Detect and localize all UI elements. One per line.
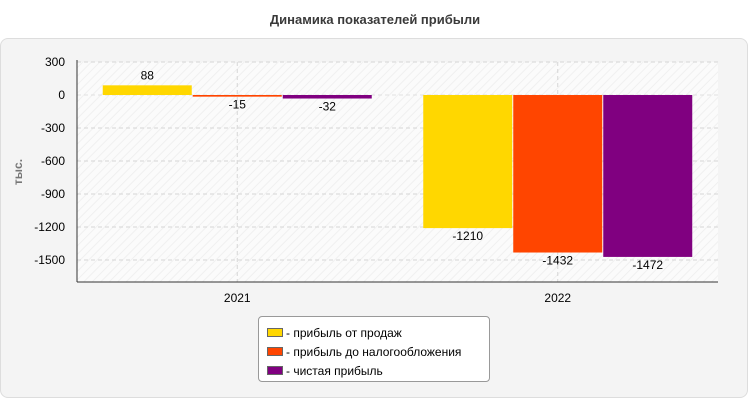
x-tick-label: 2022 — [544, 291, 571, 305]
legend-label: - прибыль от продаж — [286, 325, 402, 340]
legend-label: - прибыль до налогообложения — [286, 344, 462, 359]
legend-item: - прибыль от продаж — [267, 323, 489, 342]
legend-swatch — [267, 328, 283, 337]
y-tick-label: 300 — [45, 55, 65, 69]
chart-title: Динамика показателей прибыли — [269, 12, 481, 27]
bar — [423, 95, 513, 229]
bar — [513, 95, 603, 253]
data-label: -1432 — [542, 254, 573, 268]
data-label: -32 — [319, 100, 337, 114]
y-tick-label: -600 — [41, 154, 65, 168]
data-label: -15 — [229, 98, 247, 112]
y-tick-label: -300 — [41, 121, 65, 135]
bar — [603, 95, 693, 257]
x-tick-label: 2021 — [224, 291, 251, 305]
data-label: -1472 — [632, 258, 663, 272]
bar — [282, 95, 372, 99]
data-label: -1210 — [452, 229, 483, 243]
legend-item: - прибыль до налогообложения — [267, 342, 489, 361]
axes — [76, 60, 718, 283]
legend-swatch — [267, 347, 283, 356]
data-label: 88 — [141, 68, 155, 82]
labels: 300 0 -300 -600 -900 -1200 -1500 2021 88 -15 -32 20… — [11, 55, 663, 305]
bar — [192, 95, 282, 97]
y-axis-title: тыс. — [11, 159, 25, 185]
y-tick-label: -900 — [41, 187, 65, 201]
legend-label: - чистая прибыль — [286, 363, 383, 378]
legend-item: - чистая прибыль — [267, 361, 489, 380]
legend: - прибыль от продаж - прибыль до налогоо… — [258, 316, 490, 382]
y-tick-label: -1200 — [34, 220, 65, 234]
legend-swatch — [267, 366, 283, 375]
y-tick-label: 0 — [58, 88, 65, 102]
y-tick-label: -1500 — [34, 253, 65, 267]
bars — [102, 85, 693, 257]
bar — [102, 85, 192, 95]
